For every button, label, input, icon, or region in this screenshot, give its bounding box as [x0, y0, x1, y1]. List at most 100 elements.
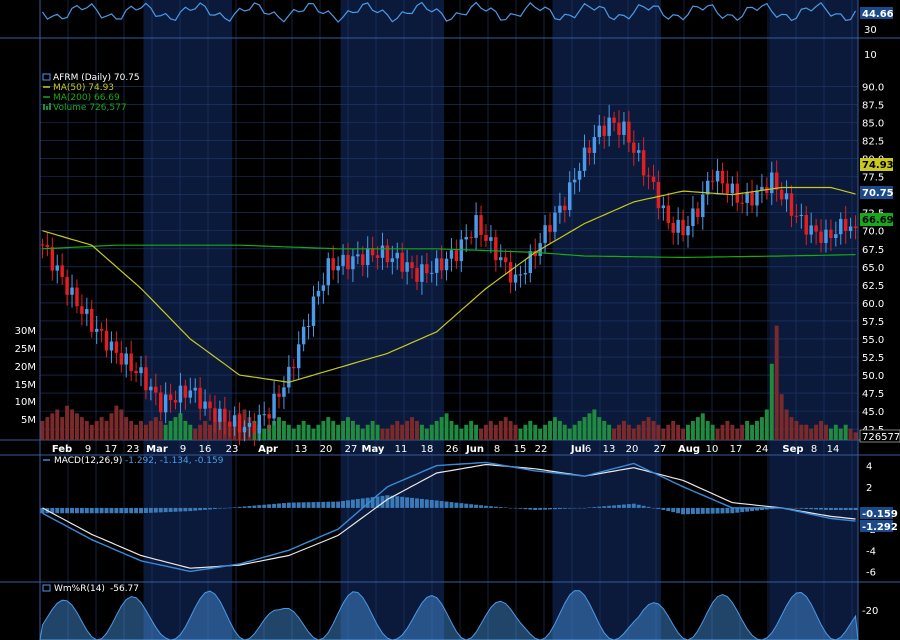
candle-body	[735, 183, 739, 203]
volume-bar	[296, 424, 301, 440]
volume-bar	[65, 405, 70, 440]
volume-bar	[419, 424, 424, 440]
volume-bar	[134, 424, 139, 440]
volume-bar	[306, 424, 311, 440]
macd-histogram-bar	[488, 506, 493, 508]
macd-histogram-bar	[557, 507, 562, 509]
candle-body	[607, 117, 611, 136]
volume-bar	[612, 428, 617, 440]
candle-body	[701, 194, 705, 218]
volume-bar	[784, 409, 789, 440]
candle-body	[351, 256, 355, 270]
volume-bar	[385, 428, 390, 440]
volume-bar	[148, 420, 153, 440]
candle-body	[484, 234, 488, 241]
volume-bar	[193, 428, 198, 440]
candle-body	[193, 387, 197, 391]
candle-body	[848, 226, 853, 232]
volume-bar	[439, 417, 444, 440]
volume-bar	[370, 420, 375, 440]
candle-body	[282, 387, 286, 397]
macd-histogram-bar	[193, 507, 198, 511]
macd-histogram-bar	[79, 507, 84, 514]
macd-histogram-bar	[745, 507, 750, 512]
volume-bar	[686, 424, 690, 440]
x-tick-label: Apr	[258, 444, 278, 455]
macd-histogram-bar	[306, 502, 311, 508]
macd-histogram-bar	[109, 507, 114, 514]
macd-histogram-bar	[666, 507, 671, 512]
x-tick-label: 23	[127, 444, 140, 455]
macd-histogram-bar	[331, 501, 336, 508]
candle-body	[809, 225, 813, 235]
macd-histogram-bar	[212, 507, 217, 509]
volume-bar	[464, 424, 469, 440]
volume-bar	[626, 424, 631, 440]
macd-histogram-bar	[725, 507, 730, 514]
candle-body	[415, 267, 419, 282]
candle-body	[218, 408, 222, 422]
macd-histogram-bar	[390, 495, 395, 508]
candle-body	[213, 408, 217, 422]
volume-bar	[533, 424, 538, 440]
volume-bar	[656, 424, 661, 440]
candle-body	[770, 172, 774, 194]
candle-body	[50, 247, 55, 271]
x-tick-label: 13	[603, 444, 616, 455]
volume-bar	[208, 424, 212, 440]
candle-body	[523, 273, 528, 275]
candle-body	[627, 121, 631, 143]
candle-body	[518, 274, 523, 276]
macd-histogram-bar	[281, 503, 286, 508]
x-tick-label: 16	[199, 444, 212, 455]
volume-bar	[828, 428, 833, 440]
x-tick-label: Sep	[782, 444, 803, 455]
macd-histogram-bar	[385, 495, 390, 508]
macd-histogram-bar	[730, 507, 735, 514]
candle-body	[454, 250, 459, 262]
volume-bar	[198, 424, 203, 440]
price-tick-label: 60.0	[862, 299, 884, 310]
macd-histogram-bar	[646, 506, 651, 508]
macd-histogram-bar	[562, 507, 567, 509]
macd-histogram-bar	[405, 497, 410, 508]
candle-body	[70, 287, 74, 295]
macd-histogram-bar	[587, 507, 592, 508]
volume-bar	[474, 424, 479, 440]
candle-body	[370, 247, 375, 256]
top-panel-value: 44.66	[862, 9, 894, 20]
candle-body	[252, 423, 257, 434]
macd-histogram-bar	[346, 500, 350, 508]
macd-histogram-bar	[429, 499, 434, 508]
candle-body	[134, 370, 138, 374]
volume-bar	[311, 428, 316, 440]
macd-histogram-bar	[479, 505, 484, 508]
volume-bar	[528, 420, 533, 440]
volume-bar	[454, 424, 459, 440]
candle-body	[745, 192, 749, 203]
top-indicator-line	[42, 1, 857, 23]
macd-histogram-bar	[656, 507, 661, 509]
x-tick-label: 20	[626, 444, 639, 455]
macd-histogram-bar	[700, 507, 705, 514]
macd-histogram-bar	[360, 498, 365, 508]
candle-body	[99, 328, 104, 331]
macd-histogram-bar	[439, 501, 444, 508]
macd-histogram-bar	[163, 507, 168, 513]
price-tick-label: 82.5	[862, 137, 884, 148]
x-tick-label: 11	[395, 444, 408, 455]
volume-bar	[355, 424, 360, 440]
x-tick-label: 17	[730, 444, 743, 455]
volume-bar	[291, 428, 296, 440]
volume-bar	[434, 420, 439, 440]
candle-body	[336, 265, 340, 271]
volume-bar	[488, 420, 493, 440]
macd-histogram-bar	[819, 507, 824, 510]
price-tick-label: 62.5	[862, 281, 884, 292]
macd-value-label: -1.292	[862, 522, 898, 533]
macd-histogram-bar	[119, 507, 124, 514]
macd-histogram-bar	[134, 507, 139, 514]
macd-histogram-bar	[74, 507, 79, 514]
volume-bar	[70, 409, 75, 440]
macd-histogram-bar	[198, 507, 203, 511]
